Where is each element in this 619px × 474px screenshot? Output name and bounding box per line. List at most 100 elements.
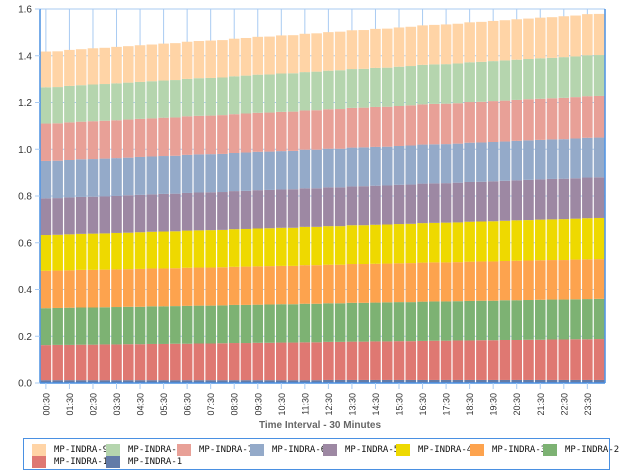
bar-segment-mp-indra-3	[476, 261, 487, 301]
bar-segment-mp-indra-5	[264, 189, 275, 229]
bar-segment-mp-indra-7	[558, 97, 570, 140]
bar-segment-mp-indra-9	[593, 13, 605, 56]
bar-segment-mp-indra-6	[75, 159, 87, 197]
bar-segment-mp-indra-7	[193, 115, 205, 155]
bar-segment-mp-indra-5	[370, 185, 381, 225]
bar-segment-mp-indra-8	[287, 73, 299, 112]
legend-item-mp-indra-2[interactable]: MP-INDRA-2	[543, 444, 619, 456]
bar-segment-mp-indra-8	[123, 82, 134, 120]
bar-segment-mp-indra-6	[299, 149, 311, 189]
bar-segment-mp-indra-10	[570, 339, 581, 380]
bar-segment-mp-indra-8	[487, 61, 499, 102]
bar-segment-mp-indra-6	[570, 138, 581, 179]
bar-segment-mp-indra-3	[264, 266, 275, 305]
bar-segment-mp-indra-3	[40, 270, 52, 309]
legend-item-mp-indra-6[interactable]: MP-INDRA-6	[250, 444, 326, 456]
bar-segment-mp-indra-6	[170, 155, 181, 194]
legend-item-mp-indra-1[interactable]: MP-INDRA-1	[106, 456, 182, 468]
bar-segment-mp-indra-10	[346, 341, 358, 380]
bar-segment-mp-indra-6	[111, 158, 122, 196]
bar-segment-mp-indra-6	[405, 145, 417, 185]
bar-segment-mp-indra-9	[429, 24, 440, 65]
bar-segment-mp-indra-3	[170, 268, 181, 307]
bar-segment-mp-indra-9	[299, 33, 311, 73]
bar-segment-mp-indra-3	[546, 260, 558, 300]
bar-segment-mp-indra-8	[87, 84, 99, 122]
bar-segment-mp-indra-6	[393, 145, 405, 185]
y-tick-label: 0.6	[18, 238, 32, 249]
bar-segment-mp-indra-2	[534, 299, 546, 340]
bar-segment-mp-indra-9	[546, 17, 558, 58]
bar-segment-mp-indra-8	[476, 61, 487, 102]
bar-segment-mp-indra-4	[405, 223, 417, 264]
bar-segment-mp-indra-3	[64, 270, 75, 308]
bar-segment-mp-indra-7	[346, 107, 358, 148]
bar-segment-mp-indra-9	[499, 20, 511, 61]
bar-segment-mp-indra-8	[193, 78, 205, 116]
bar-segment-mp-indra-1	[417, 379, 428, 383]
bar-segment-mp-indra-8	[464, 62, 475, 103]
legend-item-mp-indra-3[interactable]: MP-INDRA-3	[470, 444, 546, 456]
bar-segment-mp-indra-3	[240, 266, 252, 305]
x-tick-label: 09:30	[253, 393, 263, 416]
legend-item-mp-indra-5[interactable]: MP-INDRA-5	[323, 444, 399, 456]
bar-segment-mp-indra-5	[52, 198, 63, 235]
legend-item-mp-indra-9[interactable]: MP-INDRA-9	[32, 444, 108, 456]
bar-segment-mp-indra-2	[217, 305, 228, 344]
y-tick-label: 1.6	[18, 5, 32, 16]
bar-segment-mp-indra-6	[429, 144, 440, 184]
bar-segment-mp-indra-5	[287, 189, 299, 228]
legend-swatch	[250, 444, 264, 456]
bar-segment-mp-indra-5	[487, 181, 499, 222]
bar-segment-mp-indra-1	[146, 380, 158, 383]
legend-item-mp-indra-7[interactable]: MP-INDRA-7	[177, 444, 253, 456]
bar-segment-mp-indra-8	[440, 64, 452, 104]
bar-segment-mp-indra-5	[170, 193, 181, 232]
bar-segment-mp-indra-3	[205, 267, 216, 306]
bar-segment-mp-indra-9	[440, 24, 452, 65]
bar-segment-mp-indra-4	[499, 220, 511, 261]
legend-item-mp-indra-10[interactable]: MP-INDRA-10	[32, 456, 114, 468]
bar-segment-mp-indra-5	[523, 179, 534, 221]
bar-segment-mp-indra-7	[123, 119, 134, 158]
bar-segment-mp-indra-2	[476, 300, 487, 341]
bar-segment-mp-indra-9	[523, 18, 534, 60]
bar-segment-mp-indra-7	[52, 123, 63, 161]
bar-segment-mp-indra-10	[370, 341, 381, 380]
bar-segment-mp-indra-5	[146, 194, 158, 232]
bar-segment-mp-indra-4	[558, 219, 570, 261]
bar-segment-mp-indra-3	[99, 269, 111, 308]
bar-segment-mp-indra-6	[440, 144, 452, 184]
legend-item-mp-indra-4[interactable]: MP-INDRA-4	[396, 444, 472, 456]
bar-segment-mp-indra-5	[358, 186, 369, 226]
legend-label: MP-INDRA-7	[199, 445, 254, 455]
bar-segment-mp-indra-9	[75, 49, 87, 86]
bar-segment-mp-indra-8	[381, 67, 393, 107]
bar-segment-mp-indra-7	[252, 112, 264, 152]
bar-segment-mp-indra-4	[452, 222, 464, 263]
x-axis-ticks: 00:30 01:30 02:30 03:30 04:30 05:30 06:30 07:30…	[41, 383, 593, 416]
bar-segment-mp-indra-2	[170, 306, 181, 344]
x-tick-label: 20:30	[512, 393, 522, 416]
bar-segment-mp-indra-4	[52, 234, 63, 271]
bar-segment-mp-indra-6	[134, 156, 146, 195]
bar-segment-mp-indra-3	[570, 259, 581, 300]
legend-item-mp-indra-8[interactable]: MP-INDRA-8	[106, 444, 182, 456]
bar-segment-mp-indra-5	[440, 183, 452, 223]
bar-segment-mp-indra-5	[499, 180, 511, 221]
bar-segment-mp-indra-10	[217, 343, 228, 381]
bar-segment-mp-indra-2	[487, 300, 499, 341]
bar-segment-mp-indra-9	[123, 46, 134, 83]
bar-segment-mp-indra-4	[134, 232, 146, 269]
bar-segment-mp-indra-8	[358, 68, 369, 108]
bar-segment-mp-indra-1	[334, 379, 346, 383]
bar-segment-mp-indra-3	[75, 269, 87, 308]
bar-segment-mp-indra-1	[287, 380, 299, 383]
bar-segment-mp-indra-7	[87, 121, 99, 160]
bar-segment-mp-indra-8	[217, 77, 228, 116]
bar-segment-mp-indra-4	[323, 226, 334, 265]
bar-segment-mp-indra-1	[299, 380, 311, 383]
bar-segment-mp-indra-8	[334, 70, 346, 110]
bar-segment-mp-indra-8	[40, 87, 52, 124]
bar-segment-mp-indra-9	[170, 43, 181, 81]
